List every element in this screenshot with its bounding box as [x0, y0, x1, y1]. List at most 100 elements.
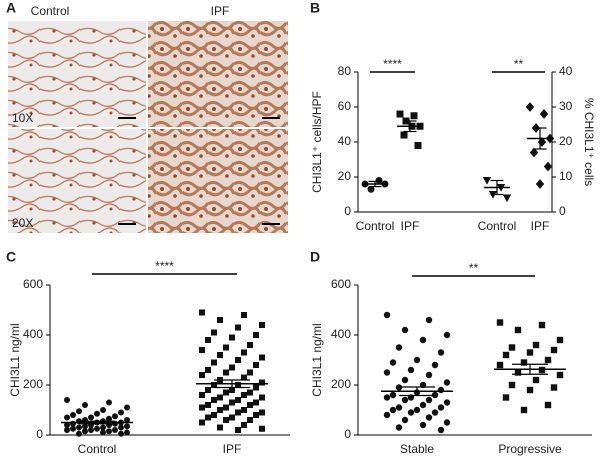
- data-point: [241, 392, 247, 398]
- data-point: [106, 415, 112, 422]
- data-point: [253, 412, 259, 418]
- data-point: [247, 402, 253, 408]
- data-point: [211, 397, 217, 403]
- data-point: [425, 396, 433, 404]
- data-point: [259, 425, 265, 432]
- data-point: [205, 402, 211, 408]
- data-point: [544, 356, 552, 364]
- data-point: [88, 414, 94, 421]
- data-point: [383, 369, 391, 376]
- data-point: [401, 416, 409, 424]
- column-label: IPF: [211, 4, 230, 18]
- data-point: [229, 334, 235, 341]
- data-point: [389, 406, 397, 414]
- data-point: [253, 362, 259, 368]
- data-point: [419, 421, 427, 429]
- y-tick-label: 0: [344, 427, 351, 441]
- significance-label: ****: [383, 57, 402, 71]
- data-point: [550, 384, 558, 391]
- data-point: [526, 386, 534, 394]
- panel-label: A: [6, 0, 16, 16]
- y-axis-label: CHI3L1 ng/ml: [8, 323, 22, 396]
- data-point: [241, 407, 247, 413]
- micrograph: [148, 129, 288, 233]
- data-point: [525, 102, 535, 112]
- magnification: 10X: [12, 111, 33, 125]
- data-point: [241, 422, 247, 428]
- data-point: [437, 349, 445, 356]
- y-tick-label: 600: [23, 277, 43, 291]
- panel-label: D: [310, 249, 320, 265]
- x-tick-label: Progressive: [498, 442, 562, 456]
- data-point: [414, 142, 422, 149]
- micrograph: [8, 129, 146, 233]
- y-axis-label: CHI3L1 ng/ml: [310, 323, 324, 396]
- data-point: [383, 311, 391, 319]
- data-point: [241, 349, 247, 356]
- data-point: [401, 396, 409, 404]
- data-point: [401, 326, 409, 334]
- data-point: [502, 394, 510, 401]
- data-point: [235, 409, 241, 416]
- data-point: [367, 185, 375, 193]
- data-point: [400, 131, 408, 139]
- data-point: [94, 410, 100, 417]
- data-point: [259, 354, 265, 361]
- x-tick-label: Control: [478, 219, 517, 233]
- data-point: [538, 321, 546, 329]
- data-point: [508, 381, 516, 389]
- data-point: [100, 407, 106, 413]
- data-point: [124, 417, 130, 423]
- data-point: [229, 399, 235, 406]
- x-tick-label: Control: [356, 219, 395, 233]
- data-point: [529, 147, 539, 158]
- column-label: Control: [31, 4, 70, 18]
- data-point: [396, 110, 404, 118]
- data-point: [205, 387, 211, 393]
- data-point: [124, 429, 130, 436]
- data-point: [425, 371, 433, 379]
- data-point: [496, 361, 504, 369]
- y-tick-label: 0: [344, 204, 351, 218]
- x-tick-label: IPF: [401, 219, 420, 233]
- data-point: [520, 359, 528, 366]
- data-point: [431, 361, 439, 369]
- y2-axis-label: % CHI3L1⁺ cells: [582, 98, 596, 186]
- data-point: [407, 409, 415, 416]
- data-point: [100, 424, 106, 431]
- data-point: [106, 428, 112, 435]
- micrograph: [148, 21, 288, 127]
- data-point: [223, 369, 229, 376]
- x-tick-label: IPF: [223, 442, 242, 456]
- data-point: [118, 409, 124, 416]
- data-point: [241, 374, 247, 381]
- data-point: [76, 430, 82, 437]
- data-point: [235, 382, 241, 388]
- data-point: [443, 331, 451, 339]
- data-point: [205, 367, 211, 373]
- data-point: [556, 371, 564, 379]
- significance-label: **: [469, 261, 479, 275]
- y2-tick-label: 0: [559, 204, 566, 218]
- y-tick-label: 40: [338, 134, 352, 148]
- data-point: [375, 177, 383, 184]
- significance-label: **: [514, 57, 524, 71]
- data-point: [235, 357, 241, 363]
- data-point: [443, 399, 451, 406]
- data-point: [520, 406, 528, 414]
- data-point: [235, 427, 241, 433]
- data-point: [247, 369, 253, 376]
- y-tick-label: 600: [331, 277, 351, 291]
- data-point: [532, 341, 540, 349]
- data-point: [437, 386, 445, 394]
- data-point: [395, 424, 403, 431]
- data-point: [550, 346, 558, 354]
- y-tick-label: 400: [331, 327, 351, 341]
- data-point: [112, 427, 118, 433]
- data-point: [482, 177, 492, 185]
- data-point: [535, 179, 545, 189]
- y2-tick-label: 30: [559, 99, 573, 113]
- data-point: [259, 379, 265, 386]
- data-point: [395, 344, 403, 351]
- panel-label: B: [310, 0, 320, 16]
